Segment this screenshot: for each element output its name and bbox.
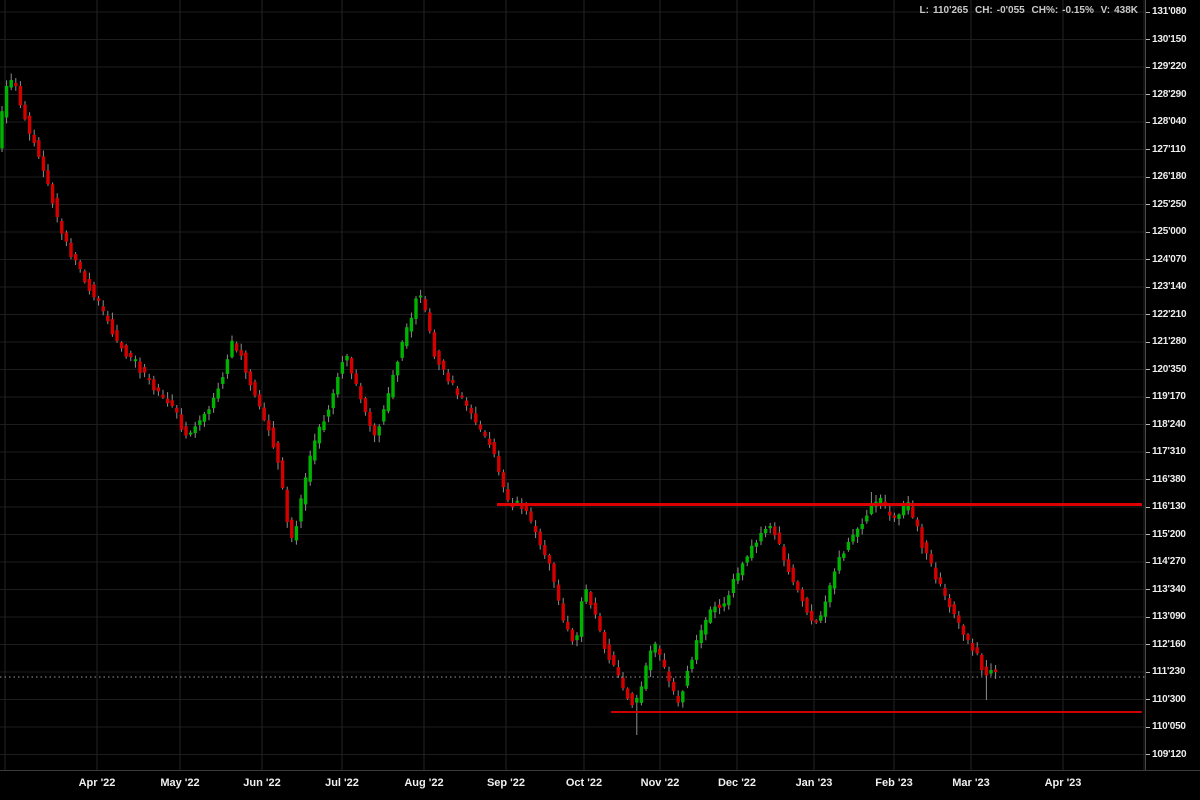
price-axis-tick [1146, 341, 1150, 343]
price-axis-label: 125'000 [1152, 226, 1187, 237]
price-axis-tick [1146, 369, 1150, 370]
price-axis-label: 109'120 [1152, 748, 1187, 760]
price-axis-tick [1146, 671, 1150, 673]
time-axis-label: Jun '22 [243, 777, 281, 789]
price-axis-label: 131'080 [1152, 6, 1187, 17]
price-axis-label: 127'110 [1152, 143, 1186, 155]
time-axis-label: Nov '22 [640, 777, 680, 789]
price-axis-tick [1146, 204, 1150, 205]
price-axis-tick [1146, 451, 1150, 453]
price-axis-label: 128'040 [1152, 116, 1187, 127]
price-axis-tick [1146, 726, 1150, 728]
price-axis-tick [1146, 149, 1150, 150]
time-axis-label: Apr '22 [78, 777, 116, 789]
price-axis-tick [1146, 534, 1150, 535]
price-axis-label: 125'250 [1152, 198, 1187, 210]
time-axis-label: Oct '22 [565, 777, 603, 789]
price-axis-label: 116'130 [1152, 501, 1186, 512]
price-axis-label: 113'090 [1152, 611, 1186, 622]
time-axis-label: Dec '22 [717, 777, 757, 789]
price-axis-tick [1146, 314, 1150, 315]
price-axis-label: 130'150 [1152, 33, 1187, 45]
price-axis-tick [1146, 424, 1150, 425]
price-axis-tick [1146, 396, 1150, 398]
price-axis-label: 110'300 [1152, 693, 1186, 705]
price-axis-tick [1146, 259, 1150, 260]
time-axis-label: Feb '23 [875, 777, 913, 789]
price-axis-label: 126'180 [1152, 171, 1187, 182]
change-pct-value: -0.15% [1062, 5, 1094, 16]
price-axis[interactable]: 131'080 130'150 129'220 128'290 128'040 127'1… [1145, 0, 1200, 770]
price-axis-label: 122'210 [1152, 308, 1187, 320]
price-axis-tick [1146, 561, 1150, 563]
change-value: -0'055 [996, 5, 1025, 16]
price-axis-label: 113'340 [1152, 583, 1186, 595]
change-pct-label: CH%: [1031, 5, 1059, 16]
price-axis-label: 111'230 [1152, 666, 1186, 677]
price-axis-label: 119'170 [1152, 391, 1186, 402]
time-axis-label: Mar '23 [952, 777, 990, 789]
price-axis-tick [1146, 66, 1150, 68]
resistance-line[interactable] [497, 503, 1142, 506]
price-axis-tick [1146, 616, 1150, 618]
price-axis-tick [1146, 231, 1150, 233]
price-axis-tick [1146, 11, 1150, 13]
price-axis-tick [1146, 94, 1150, 95]
last-price-label: L: [919, 5, 929, 16]
candle-bodies [0, 79, 998, 706]
grid-lines [0, 0, 1145, 770]
price-axis-label: 129'220 [1152, 61, 1187, 72]
price-axis-label: 116'380 [1152, 473, 1186, 485]
time-axis-label: Aug '22 [404, 777, 444, 789]
time-axis-label: Apr '23 [1044, 777, 1082, 789]
candle-wicks [1, 73, 997, 735]
support-line[interactable] [611, 711, 1142, 713]
price-axis-tick [1146, 176, 1150, 178]
volume-value: 438K [1114, 5, 1138, 16]
time-axis-label: May '22 [160, 777, 200, 789]
time-axis[interactable]: Apr '22 May '22 Jun '22 Jul '22 Aug '22 Sep '… [0, 770, 1200, 800]
price-axis-tick [1146, 39, 1150, 40]
price-axis-tick [1146, 506, 1150, 508]
quote-status-line: L: 110'265 CH: -0'055 CH%: -0.15% V: 438K [916, 5, 1138, 16]
price-axis-label: 110'050 [1152, 721, 1186, 732]
price-axis-tick [1146, 479, 1150, 480]
price-axis-tick [1146, 589, 1150, 590]
price-axis-label: 115'200 [1152, 528, 1186, 540]
volume-label: V: [1100, 5, 1111, 16]
price-axis-tick [1146, 699, 1150, 700]
price-axis-label: 120'350 [1152, 363, 1187, 375]
price-axis-tick [1146, 754, 1150, 755]
price-axis-label: 124'070 [1152, 253, 1187, 265]
price-axis-label: 118'240 [1152, 418, 1186, 430]
price-axis-label: 128'290 [1152, 88, 1187, 100]
change-label: CH: [974, 5, 993, 16]
price-axis-tick [1146, 644, 1150, 645]
time-axis-label: Jan '23 [795, 777, 833, 789]
price-axis-tick [1146, 121, 1150, 123]
price-axis-label: 117'310 [1152, 446, 1186, 457]
price-axis-label: 123'140 [1152, 281, 1187, 292]
price-axis-label: 121'280 [1152, 336, 1187, 347]
time-axis-label: Sep '22 [486, 777, 526, 789]
time-axis-label: Jul '22 [325, 777, 359, 789]
last-price-value: 110'265 [932, 5, 969, 16]
candlestick-chart-canvas[interactable] [0, 0, 1145, 770]
price-axis-label: 114'270 [1152, 556, 1186, 567]
price-axis-label: 112'160 [1152, 638, 1186, 650]
price-axis-tick [1146, 286, 1150, 288]
